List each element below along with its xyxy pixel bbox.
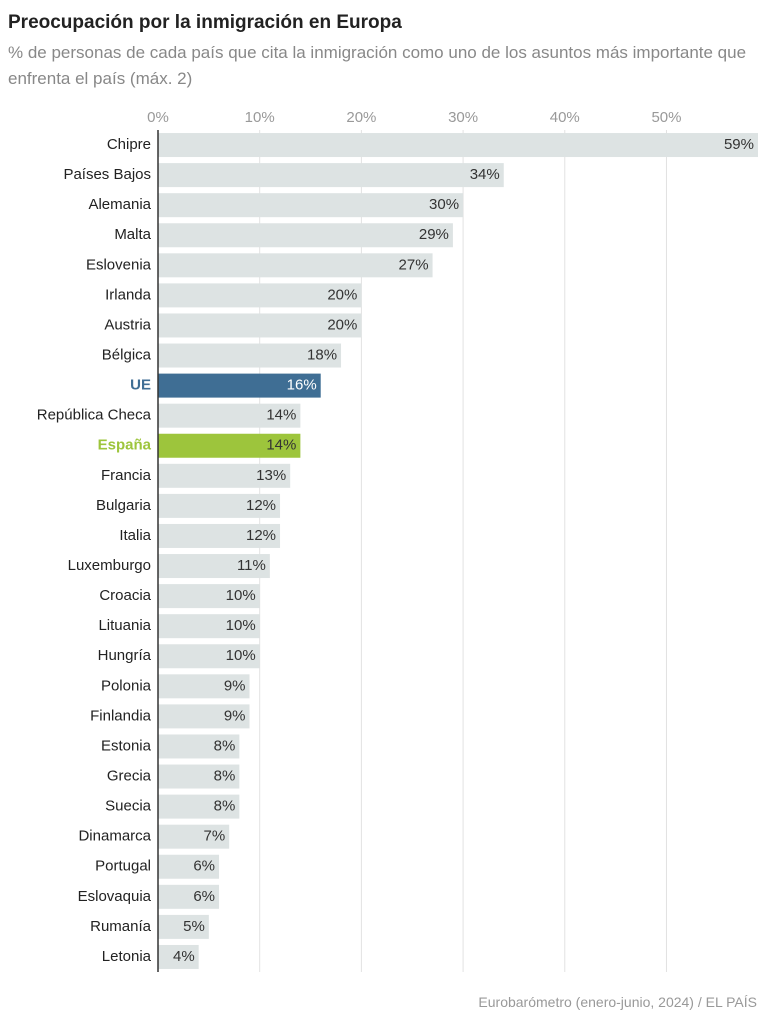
value-label: 34% — [470, 166, 500, 183]
bar — [158, 493, 281, 518]
category-label: Malta — [114, 226, 151, 243]
bar — [158, 824, 230, 849]
source: Eurobarómetro (enero-junio, 2024) / EL P… — [478, 994, 757, 1010]
category-label: Croacia — [99, 587, 151, 604]
value-label: 30% — [429, 196, 459, 213]
category-label: Lituania — [98, 617, 151, 634]
category-label: Estonia — [101, 737, 152, 754]
value-label: 6% — [193, 888, 215, 905]
category-label: Rumanía — [90, 918, 152, 935]
value-label: 12% — [246, 497, 276, 514]
bar — [158, 764, 240, 789]
category-label: Eslovenia — [86, 256, 152, 273]
x-tick-label: 40% — [550, 109, 580, 126]
bar — [158, 133, 758, 158]
value-label: 14% — [266, 407, 296, 424]
value-label: 6% — [193, 858, 215, 875]
value-label: 12% — [246, 527, 276, 544]
value-label: 18% — [307, 347, 337, 364]
category-label: Austria — [104, 316, 151, 333]
value-label: 20% — [327, 316, 357, 333]
category-label: Letonia — [102, 948, 152, 965]
category-label: Chipre — [107, 136, 151, 153]
category-label: Países Bajos — [63, 166, 151, 183]
value-label: 9% — [224, 707, 246, 724]
bar — [158, 313, 362, 338]
category-label: Irlanda — [105, 286, 152, 303]
value-label: 8% — [214, 798, 236, 815]
category-label: Alemania — [88, 196, 151, 213]
category-label: Italia — [119, 527, 151, 544]
category-label: España — [98, 437, 152, 454]
value-label: 16% — [287, 377, 317, 394]
bar — [158, 373, 321, 398]
x-tick-label: 30% — [448, 109, 478, 126]
bar — [158, 914, 209, 939]
bar — [158, 343, 342, 368]
bar — [158, 704, 250, 729]
value-label: 27% — [399, 256, 429, 273]
bar — [158, 283, 362, 308]
x-tick-label: 0% — [147, 109, 169, 126]
bar — [158, 554, 270, 579]
category-label: Bulgaria — [96, 497, 152, 514]
bar — [158, 403, 301, 428]
bar — [158, 674, 250, 699]
value-label: 4% — [173, 948, 195, 965]
value-label: 13% — [256, 467, 286, 484]
category-label: Francia — [101, 467, 152, 484]
chart-title: Preocupación por la inmigración en Europ… — [8, 12, 402, 33]
category-label: Portugal — [95, 858, 151, 875]
bar — [158, 584, 260, 609]
bar — [158, 884, 220, 909]
value-label: 59% — [724, 136, 754, 153]
category-label: Hungría — [98, 647, 152, 664]
value-label: 20% — [327, 286, 357, 303]
category-label: UE — [130, 377, 151, 394]
bar — [158, 163, 504, 188]
bar — [158, 193, 464, 218]
category-label: República Checa — [37, 407, 152, 424]
chart: 0% 10% 20% 30% 40% 50% Chipre 59% Países Bajos 34… — [37, 109, 758, 972]
category-label: Suecia — [105, 798, 152, 815]
value-label: 5% — [183, 918, 205, 935]
value-label: 14% — [266, 437, 296, 454]
category-label: Eslovaquia — [78, 888, 152, 905]
value-label: 7% — [203, 828, 225, 845]
x-tick-label: 10% — [245, 109, 275, 126]
bar — [158, 463, 291, 488]
bar — [158, 944, 199, 969]
category-label: Luxemburgo — [68, 557, 151, 574]
category-label: Grecia — [107, 768, 152, 785]
bar — [158, 794, 240, 819]
bar — [158, 854, 220, 879]
bar — [158, 523, 281, 548]
bar — [158, 433, 301, 458]
bar — [158, 644, 260, 669]
value-label: 29% — [419, 226, 449, 243]
category-label: Polonia — [101, 677, 152, 694]
value-label: 8% — [214, 737, 236, 754]
x-tick-label: 20% — [346, 109, 376, 126]
bar — [158, 253, 433, 278]
value-label: 10% — [226, 587, 256, 604]
value-label: 9% — [224, 677, 246, 694]
bar — [158, 734, 240, 759]
bar — [158, 614, 260, 639]
category-label: Finlandia — [90, 707, 152, 724]
value-label: 10% — [226, 617, 256, 634]
value-label: 8% — [214, 768, 236, 785]
category-label: Bélgica — [102, 347, 152, 364]
value-label: 10% — [226, 647, 256, 664]
category-label: Dinamarca — [78, 828, 151, 845]
value-label: 11% — [237, 557, 266, 574]
chart-subtitle: % de personas de cada país que cita la i… — [8, 43, 747, 88]
x-tick-label: 50% — [651, 109, 681, 126]
bar — [158, 223, 453, 248]
